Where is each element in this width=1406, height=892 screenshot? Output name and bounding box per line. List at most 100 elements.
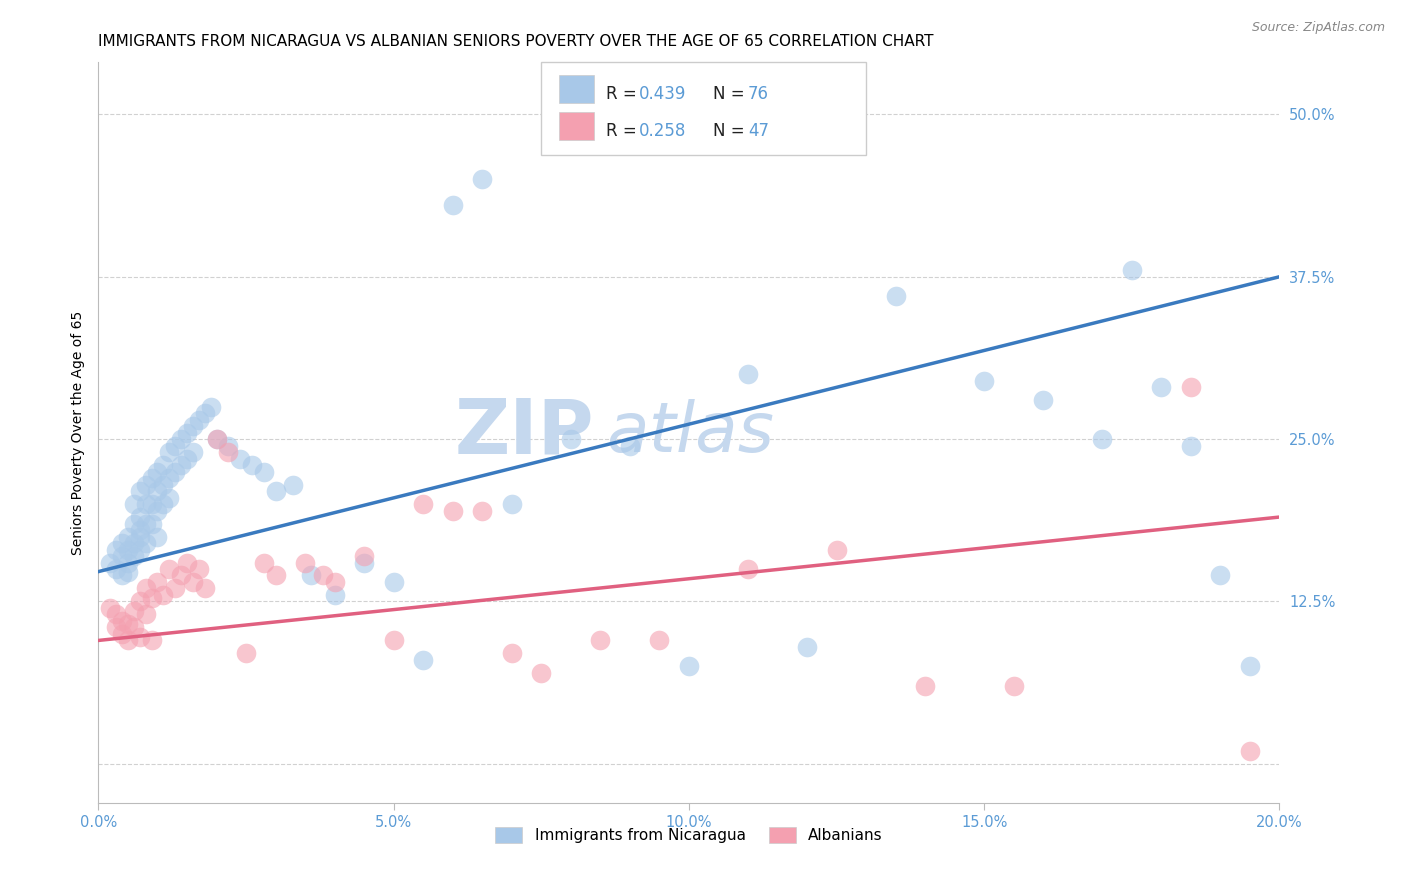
Point	[176, 425, 198, 440]
Point	[825, 542, 848, 557]
Point	[122, 516, 145, 531]
Point	[229, 451, 252, 466]
Point	[135, 497, 157, 511]
Point	[157, 445, 180, 459]
Point	[117, 556, 139, 570]
Point	[105, 562, 128, 576]
Point	[122, 536, 145, 550]
Point	[235, 647, 257, 661]
Point	[205, 432, 228, 446]
Point	[205, 432, 228, 446]
Point	[181, 445, 204, 459]
Point	[152, 458, 174, 472]
Point	[165, 465, 187, 479]
Point	[117, 633, 139, 648]
Text: 47: 47	[748, 121, 769, 139]
Point	[200, 400, 222, 414]
Point	[471, 172, 494, 186]
Point	[135, 516, 157, 531]
Point	[240, 458, 263, 472]
Point	[117, 565, 139, 579]
Point	[157, 562, 180, 576]
Point	[152, 588, 174, 602]
Point	[1002, 679, 1025, 693]
Point	[146, 465, 169, 479]
Point	[1121, 263, 1143, 277]
Point	[170, 458, 193, 472]
Point	[501, 497, 523, 511]
Point	[187, 562, 209, 576]
Point	[217, 445, 239, 459]
Point	[122, 549, 145, 563]
FancyBboxPatch shape	[541, 62, 866, 155]
Point	[165, 582, 187, 596]
Point	[187, 412, 209, 426]
Point	[141, 516, 163, 531]
Text: N =: N =	[713, 85, 749, 103]
Point	[146, 484, 169, 499]
Point	[122, 603, 145, 617]
Point	[382, 574, 405, 589]
Point	[122, 620, 145, 634]
Point	[181, 419, 204, 434]
Point	[973, 374, 995, 388]
FancyBboxPatch shape	[560, 75, 595, 103]
Point	[294, 556, 316, 570]
Point	[501, 647, 523, 661]
Point	[128, 523, 150, 537]
Text: R =: R =	[606, 85, 643, 103]
Point	[111, 627, 134, 641]
Point	[441, 198, 464, 212]
Point	[264, 568, 287, 582]
Text: R =: R =	[606, 121, 643, 139]
Point	[299, 568, 322, 582]
Point	[1180, 439, 1202, 453]
Point	[117, 542, 139, 557]
Point	[1239, 659, 1261, 673]
Point	[170, 568, 193, 582]
Text: ZIP: ZIP	[456, 396, 595, 469]
Point	[152, 477, 174, 491]
Point	[194, 582, 217, 596]
Point	[128, 484, 150, 499]
Point	[146, 529, 169, 543]
Point	[157, 471, 180, 485]
Point	[157, 491, 180, 505]
Point	[111, 536, 134, 550]
Point	[176, 451, 198, 466]
Point	[98, 601, 121, 615]
Point	[1239, 744, 1261, 758]
Text: IMMIGRANTS FROM NICARAGUA VS ALBANIAN SENIORS POVERTY OVER THE AGE OF 65 CORRELA: IMMIGRANTS FROM NICARAGUA VS ALBANIAN SE…	[98, 34, 934, 49]
Point	[530, 665, 553, 680]
Point	[141, 591, 163, 605]
Point	[181, 574, 204, 589]
Point	[382, 633, 405, 648]
Text: atlas: atlas	[606, 399, 775, 467]
Text: 0.439: 0.439	[640, 85, 686, 103]
Point	[105, 542, 128, 557]
Y-axis label: Seniors Poverty Over the Age of 65: Seniors Poverty Over the Age of 65	[70, 310, 84, 555]
Point	[98, 556, 121, 570]
Point	[441, 503, 464, 517]
Point	[117, 616, 139, 631]
Point	[146, 503, 169, 517]
Point	[253, 465, 276, 479]
Point	[619, 439, 641, 453]
Point	[128, 630, 150, 644]
Point	[353, 549, 375, 563]
Point	[122, 497, 145, 511]
Point	[353, 556, 375, 570]
Point	[1180, 380, 1202, 394]
Point	[412, 653, 434, 667]
Point	[135, 582, 157, 596]
Text: N =: N =	[713, 121, 749, 139]
Point	[412, 497, 434, 511]
Point	[135, 477, 157, 491]
Point	[141, 471, 163, 485]
Point	[737, 367, 759, 381]
Point	[146, 574, 169, 589]
Text: 0.258: 0.258	[640, 121, 686, 139]
Point	[128, 529, 150, 543]
Point	[914, 679, 936, 693]
Text: Source: ZipAtlas.com: Source: ZipAtlas.com	[1251, 21, 1385, 34]
